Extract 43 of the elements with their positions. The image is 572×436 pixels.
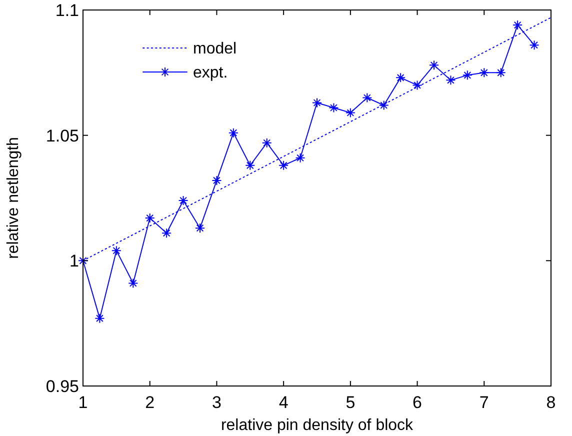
point (479, 68, 490, 78)
y-tick-label: 1.1 (55, 0, 79, 20)
point (78, 256, 88, 266)
point (245, 160, 256, 170)
point (94, 313, 105, 324)
point (111, 246, 122, 256)
point (328, 102, 339, 113)
point (462, 70, 472, 80)
point (295, 152, 306, 163)
point (128, 278, 138, 288)
point (345, 108, 356, 118)
x-tick-label: 5 (346, 393, 356, 412)
point (496, 68, 506, 78)
x-tick-label: 6 (412, 393, 422, 412)
point (446, 75, 456, 86)
legend-label: expt. (193, 64, 228, 82)
point (362, 92, 372, 103)
point (429, 60, 439, 70)
x-tick-label: 2 (145, 393, 155, 412)
point (396, 72, 406, 83)
point (228, 128, 238, 138)
point (278, 160, 289, 170)
x-tick-label: 8 (546, 393, 556, 412)
point (512, 20, 523, 30)
point (178, 196, 188, 206)
x-tick-label: 4 (278, 393, 288, 412)
x-axis-title: relative pin density of block (220, 417, 414, 434)
y-tick-label: 1 (70, 252, 79, 271)
legend-label: model (193, 40, 237, 58)
y-tick-label: 0.95 (46, 376, 79, 396)
point (162, 228, 172, 238)
point (262, 138, 272, 148)
x-tick-label: 7 (479, 393, 489, 412)
y-tick-label: 1.05 (46, 126, 79, 146)
point (144, 213, 155, 224)
point (212, 175, 222, 186)
x-tick-label: 3 (212, 393, 222, 412)
point (529, 40, 540, 50)
point (378, 100, 389, 110)
point (195, 223, 205, 234)
point (412, 80, 422, 90)
point (312, 98, 322, 108)
y-axis-title: relative netlength (5, 137, 22, 259)
